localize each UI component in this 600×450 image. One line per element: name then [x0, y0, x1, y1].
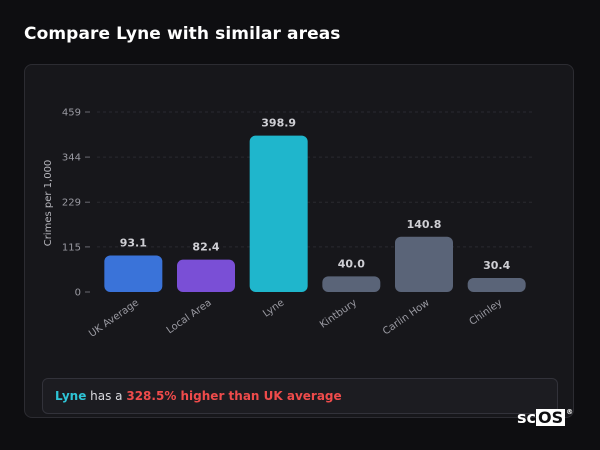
bar-value-label: 30.4 [483, 259, 510, 272]
crime-bar-chart: 0 115 229 344 459 93.1 82.4 398.9 40.0 140.8 30.4… [43, 108, 533, 340]
bar-value-label: 93.1 [120, 236, 147, 249]
summary-text: has a [86, 389, 127, 403]
grid-lines [97, 111, 533, 248]
page-title: Compare Lyne with similar areas [24, 24, 341, 44]
bar-lyne[interactable] [249, 135, 308, 292]
y-axis-ticks: 0 115 229 344 459 [62, 108, 90, 299]
x-category-label: Chinley [468, 297, 505, 327]
x-axis-categories: UK Average Local Area Lyne Kintbury Carlin H… [87, 297, 504, 339]
bar-value-label: 40.0 [338, 257, 365, 270]
y-tick-label: 0 [75, 288, 81, 299]
x-category-label: Kintbury [318, 297, 359, 330]
x-category-label: Local Area [165, 297, 214, 336]
brand-boxed: OS [536, 408, 566, 427]
bar-uk-average[interactable] [104, 255, 163, 292]
x-category-label: UK Average [87, 297, 141, 339]
bar-chinley[interactable] [467, 278, 526, 292]
y-tick-label: 229 [62, 198, 81, 209]
chart-card: 0 115 229 344 459 93.1 82.4 398.9 40.0 140.8 30.4… [24, 64, 574, 418]
x-category-label: Carlin How [381, 297, 432, 337]
y-tick-label: 459 [62, 108, 81, 119]
bar-local-area[interactable] [177, 259, 235, 292]
bar-carlin-how[interactable] [395, 236, 453, 292]
value-labels: 93.1 82.4 398.9 40.0 140.8 30.4 [120, 117, 511, 272]
brand-mark: ® [566, 408, 574, 416]
comparison-summary: Lyne has a 328.5% higher than UK average [42, 378, 558, 414]
y-tick-label: 344 [62, 153, 81, 164]
brand-prefix: sc [517, 408, 537, 427]
x-category-label: Lyne [261, 297, 286, 319]
summary-difference: 328.5% higher than UK average [126, 389, 342, 403]
y-axis-label: Crimes per 1,000 [43, 160, 54, 247]
bar-kintbury[interactable] [322, 276, 381, 292]
bar-value-label: 140.8 [407, 218, 442, 231]
bar-value-label: 398.9 [261, 117, 296, 130]
bar-value-label: 82.4 [192, 241, 219, 254]
y-tick-label: 115 [62, 242, 81, 253]
bars [104, 135, 526, 292]
brand-logo: sc OS ® [517, 408, 573, 427]
summary-place: Lyne [55, 389, 87, 403]
